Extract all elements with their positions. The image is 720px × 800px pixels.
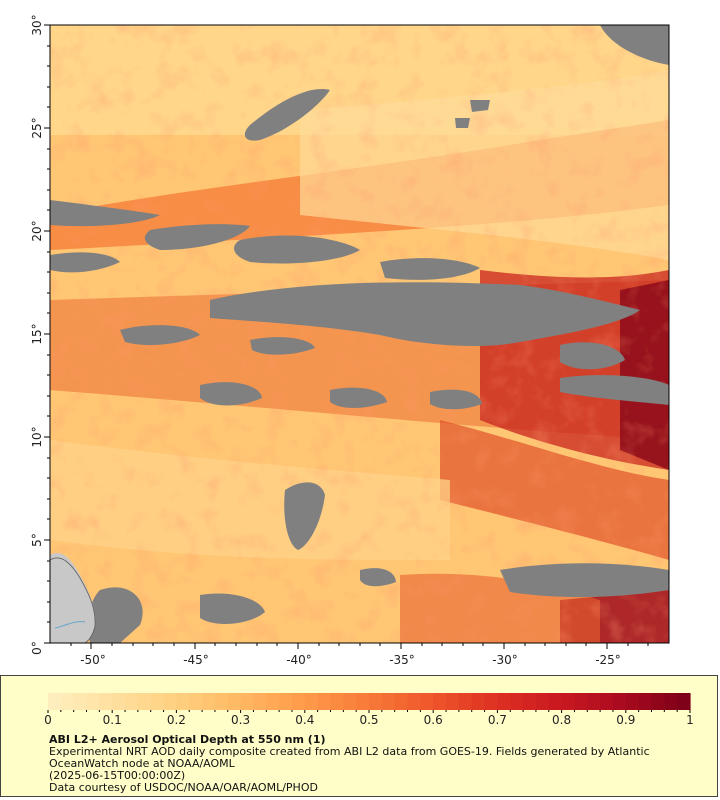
colorbar-cell (266, 693, 280, 710)
colorbar-cell (202, 693, 216, 710)
colorbar-cell (73, 693, 88, 710)
legend-date: (2025-06-15T00:00:00Z) (49, 769, 186, 782)
colorbar-cell (240, 693, 255, 710)
no-data-areas (50, 25, 669, 643)
lat-tick-5: 5° (30, 533, 44, 547)
lat-axis-minor (47, 45, 50, 623)
colorbar-cell (420, 693, 434, 710)
legend-description-line2: OceanWatch node at NOAA/AOML (49, 757, 235, 770)
colorbar-tick-label: 1 (686, 713, 694, 727)
colorbar-cell (638, 693, 653, 710)
colorbar-cell (317, 693, 332, 710)
colorbar-cell (535, 693, 550, 710)
colorbar-tick-label: 0.8 (552, 713, 571, 727)
colorbar-cell (523, 693, 537, 710)
colorbar-cell (369, 693, 383, 710)
land-coastline (50, 557, 96, 643)
lon-tick-minus35: -35° (389, 653, 415, 667)
colorbar-cell (279, 693, 293, 710)
colorbar-cell (227, 693, 242, 710)
lon-tick-minus30: -30° (492, 653, 518, 667)
lat-axis (44, 24, 50, 644)
land-south-america (50, 552, 96, 643)
colorbar-cell (510, 693, 524, 710)
colorbar-cell (574, 693, 588, 710)
lat-tick-25: 25° (30, 117, 44, 138)
colorbar-cell (612, 693, 627, 710)
colorbar: 0 0.1 0.2 0.3 0.4 0.5 0.6 0.7 0.8 0.9 1 (44, 693, 694, 727)
colorbar-cell (587, 693, 601, 710)
legend-title: ABI L2+ Aerosol Optical Depth at 550 nm … (49, 733, 326, 746)
colorbar-cell (60, 693, 75, 710)
colorbar-cell (548, 693, 563, 710)
lon-axis (90, 643, 608, 649)
colorbar-cell (176, 693, 190, 710)
colorbar-cell (497, 693, 511, 710)
colorbar-cell (304, 693, 319, 710)
lat-tick-10: 10° (30, 426, 44, 447)
colorbar-tick-label: 0.9 (616, 713, 635, 727)
colorbar-cell (86, 693, 100, 710)
colorbar-cell (394, 693, 409, 710)
colorbar-tick-label: 0.2 (167, 713, 186, 727)
colorbar-cell (125, 693, 139, 710)
colorbar-cell (330, 693, 344, 710)
lon-tick-minus50: -50° (80, 653, 106, 667)
lat-tick-30: 30° (30, 14, 44, 35)
colorbar-tick-label: 0.1 (103, 713, 122, 727)
colorbar-cell (343, 693, 357, 710)
legend-panel: 0 0.1 0.2 0.3 0.4 0.5 0.6 0.7 0.8 0.9 1 ABI L2+ Ae… (0, 675, 718, 797)
colorbar-cell (48, 693, 62, 710)
lat-tick-0: 0° (30, 641, 44, 655)
legend-description-line1: Experimental NRT AOD daily composite cre… (49, 745, 650, 758)
colorbar-tick-label: 0.6 (424, 713, 443, 727)
colorbar-cell (150, 693, 165, 710)
colorbar-cell (433, 693, 447, 710)
colorbar-tick-label: 0.4 (295, 713, 314, 727)
lon-tick-minus25: -25° (595, 653, 621, 667)
lat-tick-20: 20° (30, 220, 44, 241)
colorbar-cell (600, 693, 614, 710)
lon-axis-minor (70, 643, 649, 646)
colorbar-cell (381, 693, 396, 710)
map-plot-area (50, 25, 669, 643)
colorbar-cells (48, 693, 691, 710)
lon-tick-minus40: -40° (286, 653, 312, 667)
colorbar-cell (253, 693, 267, 710)
colorbar-cell (356, 693, 370, 710)
lat-tick-15: 15° (30, 323, 44, 344)
lon-tick-minus45: -45° (183, 653, 209, 667)
colorbar-labels: 0 0.1 0.2 0.3 0.4 0.5 0.6 0.7 0.8 0.9 1 (44, 710, 694, 727)
colorbar-cell (189, 693, 203, 710)
colorbar-cell (163, 693, 177, 710)
river-line (54, 621, 86, 629)
aod-map: 0° 5° 10° 15° 20° 25° 30° -50° -45° -40°… (30, 14, 670, 667)
colorbar-cell (214, 693, 229, 710)
colorbar-cell (137, 693, 152, 710)
colorbar-cell (407, 693, 421, 710)
colorbar-cell (484, 693, 498, 710)
colorbar-tick-label: 0.5 (359, 713, 378, 727)
colorbar-tick-label: 0.3 (231, 713, 250, 727)
colorbar-cell (291, 693, 306, 710)
colorbar-tick-label: 0.7 (488, 713, 507, 727)
colorbar-tick-label: 0 (44, 713, 52, 727)
colorbar-cell (651, 693, 665, 710)
colorbar-cell (677, 693, 691, 710)
colorbar-cell (664, 693, 678, 710)
colorbar-cell (561, 693, 576, 710)
colorbar-cell (446, 693, 460, 710)
legend-credit: Data courtesy of USDOC/NOAA/OAR/AOML/PHO… (49, 781, 318, 794)
colorbar-cell (471, 693, 486, 710)
colorbar-cell (112, 693, 126, 710)
colorbar-cell (458, 693, 473, 710)
colorbar-cell (99, 693, 113, 710)
colorbar-cell (625, 693, 640, 710)
